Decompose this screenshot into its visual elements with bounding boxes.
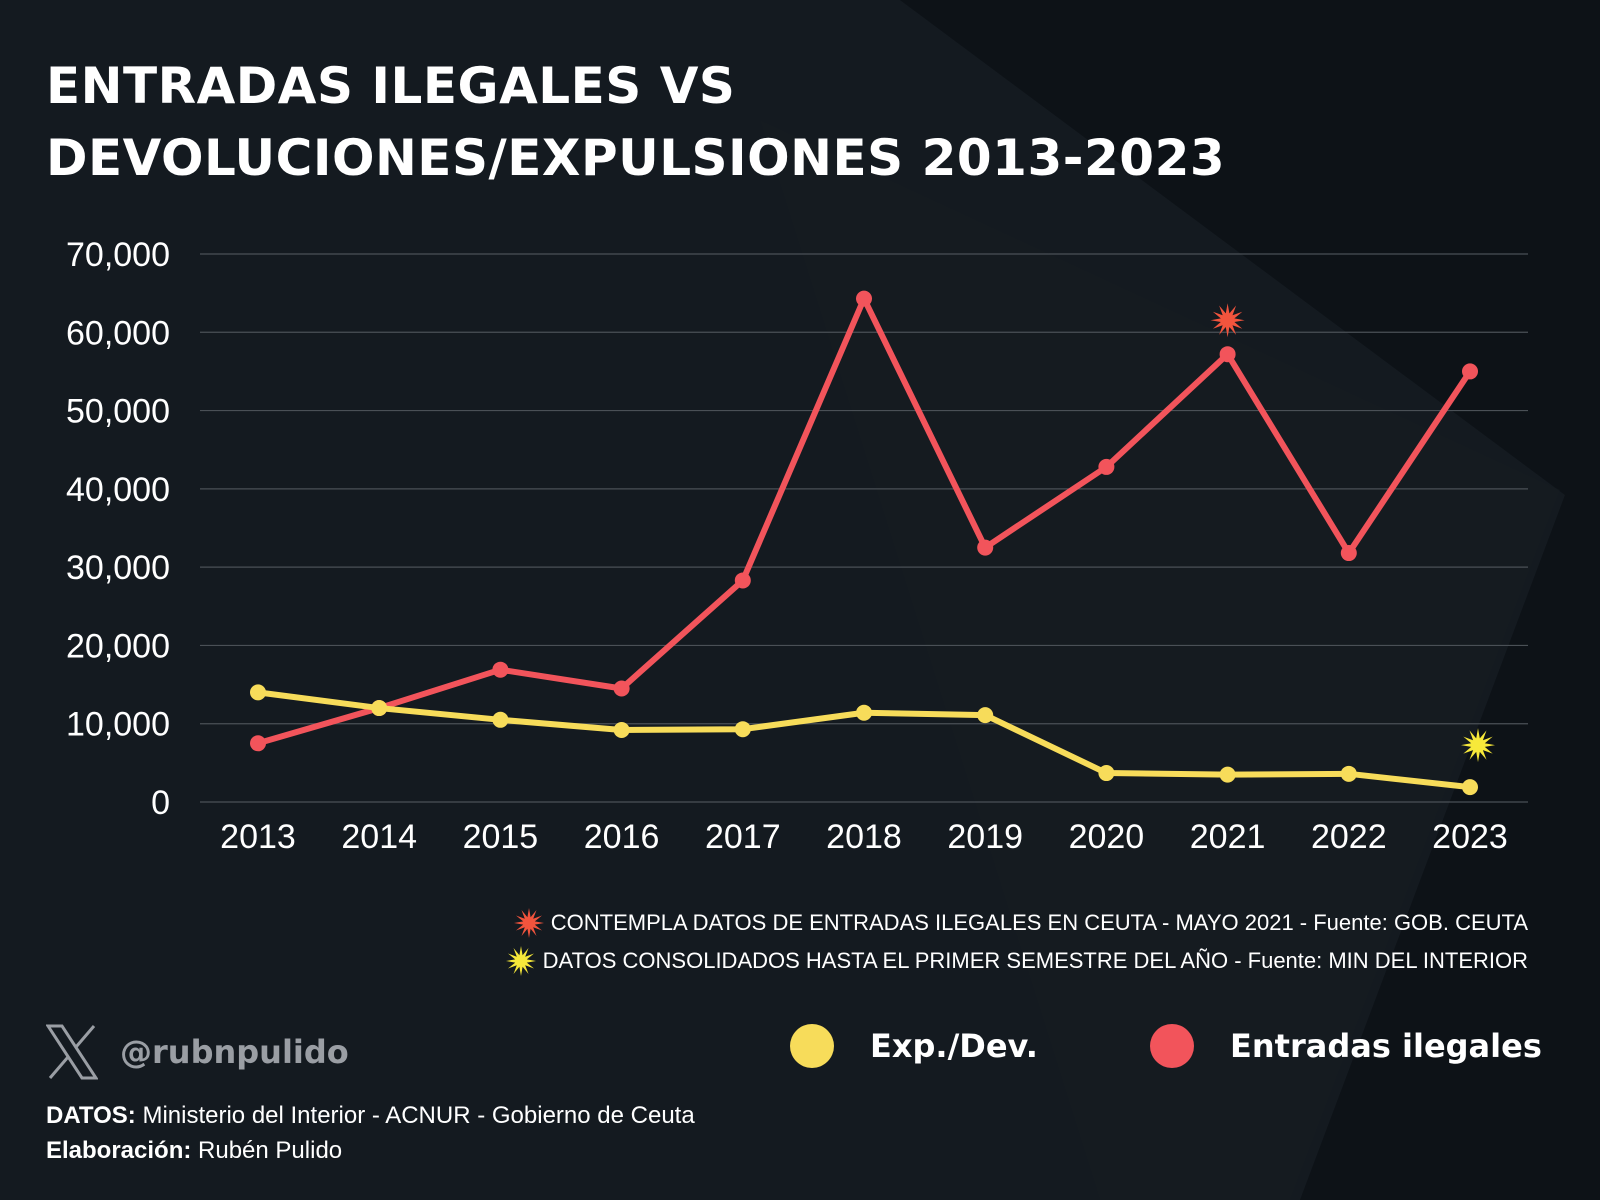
data-point-exp-dev — [734, 721, 751, 738]
data-point-exp-dev — [492, 711, 509, 728]
x-tick-label: 2022 — [1311, 818, 1387, 856]
y-tick-label: 70,000 — [66, 236, 170, 274]
data-point-entradas-ilegales — [1340, 545, 1357, 562]
legend: Exp./Dev. Entradas ilegales — [790, 1024, 1542, 1074]
series-exp-dev — [250, 684, 1478, 796]
data-point-exp-dev — [1340, 765, 1357, 782]
series-line-entradas-ilegales — [255, 295, 1473, 747]
red-star-icon — [513, 908, 544, 938]
legend-swatch-entradas — [1150, 1024, 1194, 1068]
x-tick-label: 2023 — [1432, 818, 1508, 856]
x-tick-label: 2015 — [463, 818, 539, 856]
data-point-exp-dev — [977, 707, 994, 724]
red-star-icon — [1210, 303, 1245, 338]
data-point-entradas-ilegales — [613, 680, 630, 697]
data-point-entradas-ilegales — [856, 290, 872, 307]
chart-title: ENTRADAS ILEGALES VS DEVOLUCIONES/EXPULS… — [46, 50, 1346, 194]
x-tick-label: 2020 — [1069, 818, 1145, 856]
credits-made-value: Rubén Pulido — [198, 1137, 343, 1164]
y-tick-label: 40,000 — [66, 471, 170, 509]
yellow-star-icon — [505, 946, 536, 976]
data-point-entradas-ilegales — [977, 539, 994, 556]
author-handle: @rubnpulido — [120, 1033, 349, 1071]
x-tick-label: 2019 — [947, 818, 1023, 856]
y-tick-label: 20,000 — [66, 627, 170, 665]
footnote-yellow-text: DATOS CONSOLIDADOS HASTA EL PRIMER SEMES… — [542, 948, 1528, 973]
data-point-exp-dev — [1219, 766, 1236, 783]
credits-data-value: Ministerio del Interior - ACNUR - Gobier… — [142, 1102, 695, 1129]
legend-item-entradas: Entradas ilegales — [1150, 1024, 1542, 1068]
legend-label-entradas: Entradas ilegales — [1230, 1027, 1542, 1065]
data-point-exp-dev — [1098, 765, 1115, 782]
y-tick-label: 0 — [151, 784, 170, 822]
x-logo-icon — [46, 1024, 98, 1080]
data-point-entradas-ilegales — [1219, 346, 1236, 363]
x-tick-label: 2016 — [584, 818, 660, 856]
footnotes: CONTEMPLA DATOS DE ENTRADAS ILEGALES EN … — [505, 904, 1528, 980]
data-point-entradas-ilegales — [734, 572, 751, 589]
data-point-exp-dev — [613, 721, 630, 738]
y-tick-label: 50,000 — [66, 393, 170, 431]
chart-title-line-1: ENTRADAS ILEGALES VS — [46, 57, 736, 115]
data-point-entradas-ilegales — [250, 735, 266, 752]
footnote-yellow: DATOS CONSOLIDADOS HASTA EL PRIMER SEMES… — [505, 942, 1528, 980]
legend-item-exp-dev: Exp./Dev. — [790, 1024, 1038, 1068]
credits-data-label: DATOS: — [46, 1102, 136, 1129]
legend-label-exp-dev: Exp./Dev. — [870, 1027, 1038, 1065]
x-tick-label: 2013 — [220, 818, 296, 856]
y-tick-label: 10,000 — [66, 706, 170, 744]
chart-title-line-2: DEVOLUCIONES/EXPULSIONES 2013-2023 — [46, 129, 1226, 187]
data-point-exp-dev — [856, 704, 872, 721]
data-point-entradas-ilegales — [1462, 363, 1478, 380]
series-entradas-ilegales — [250, 290, 1478, 752]
chart-series — [250, 290, 1478, 796]
data-point-exp-dev — [371, 700, 388, 717]
legend-swatch-exp-dev — [790, 1024, 834, 1068]
chart-markers — [1210, 303, 1495, 763]
x-axis-tick-labels: 2013 2014 2015 2016 2017 2018 2019 2020 2021 2022… — [220, 818, 1508, 856]
yellow-star-icon — [1461, 728, 1495, 763]
footnote-red-text: CONTEMPLA DATOS DE ENTRADAS ILEGALES EN … — [550, 910, 1528, 935]
credits-made-label: Elaboración: — [46, 1137, 192, 1164]
data-point-exp-dev — [250, 684, 266, 701]
footnote-red: CONTEMPLA DATOS DE ENTRADAS ILEGALES EN … — [505, 904, 1528, 942]
y-tick-label: 30,000 — [66, 549, 170, 587]
y-axis-tick-labels: 0 10,000 20,000 30,000 40,000 50,000 60,000 70,… — [66, 236, 170, 822]
data-point-exp-dev — [1462, 779, 1478, 796]
author-brand: @rubnpulido — [46, 1024, 349, 1080]
x-tick-label: 2021 — [1190, 818, 1266, 856]
credits-data: DATOS: Ministerio del Interior - ACNUR -… — [46, 1098, 695, 1133]
x-tick-label: 2018 — [826, 818, 902, 856]
data-point-entradas-ilegales — [1098, 458, 1115, 475]
data-point-entradas-ilegales — [492, 661, 509, 678]
y-tick-label: 60,000 — [66, 314, 170, 352]
x-tick-label: 2017 — [705, 818, 781, 856]
credits-made: Elaboración: Rubén Pulido — [46, 1133, 695, 1168]
x-tick-label: 2014 — [341, 818, 417, 856]
line-chart: 0 10,000 20,000 30,000 40,000 50,000 60,000 70,… — [66, 236, 1528, 856]
credits: DATOS: Ministerio del Interior - ACNUR -… — [46, 1098, 695, 1168]
